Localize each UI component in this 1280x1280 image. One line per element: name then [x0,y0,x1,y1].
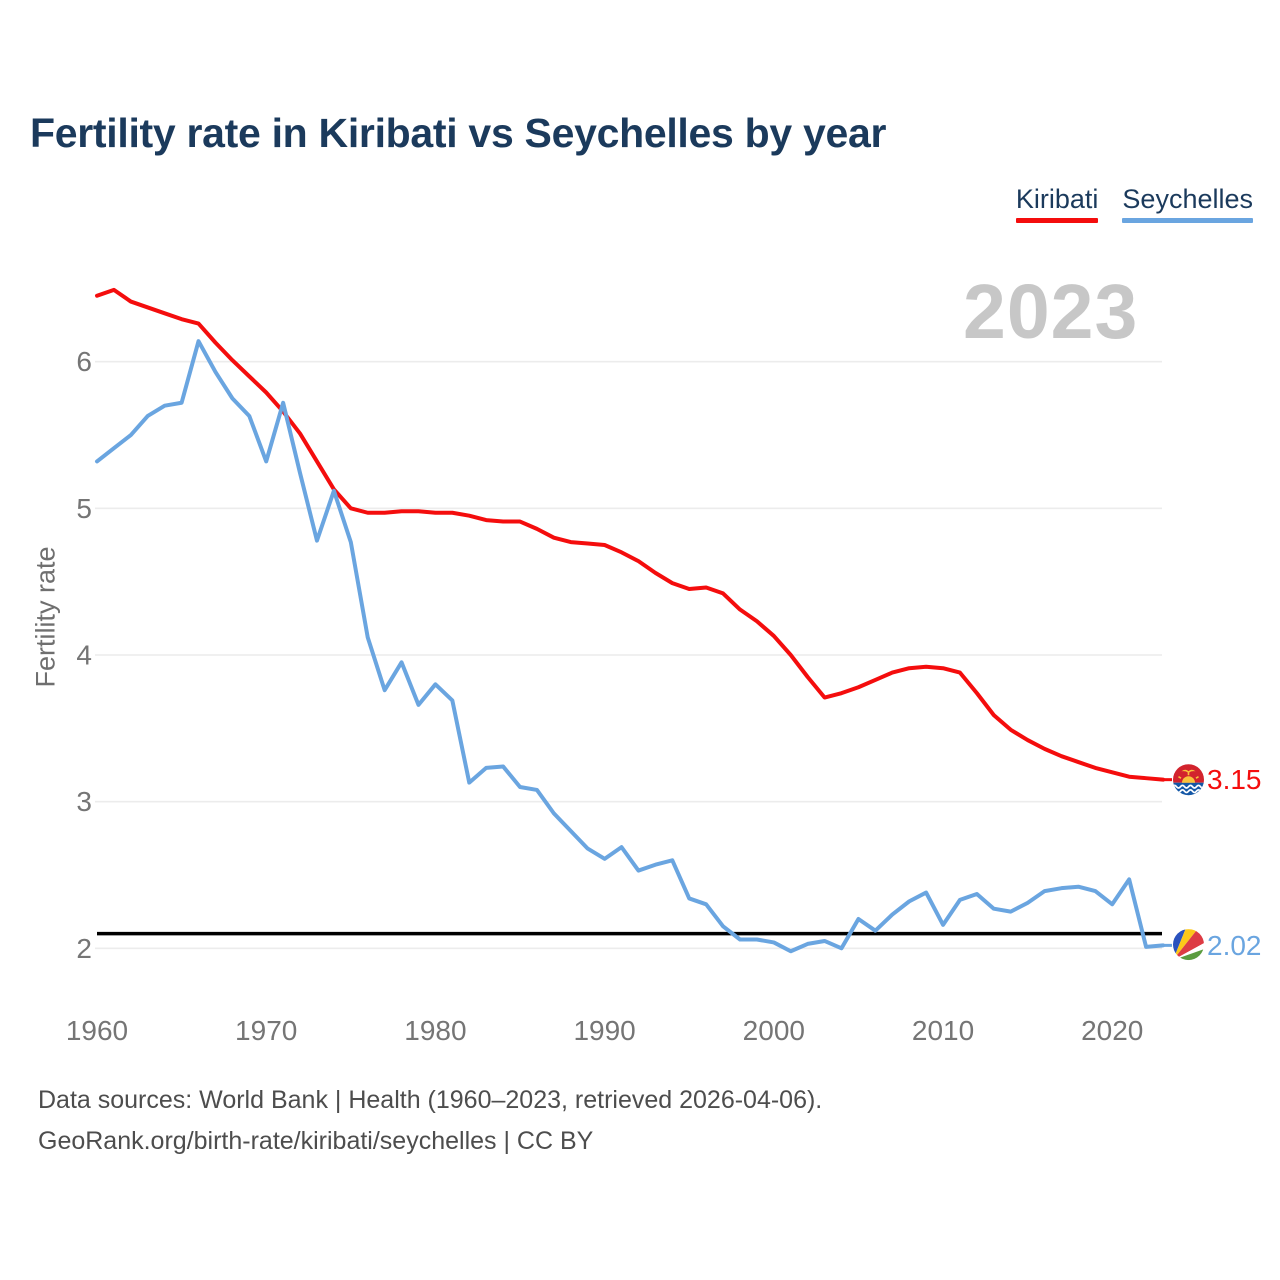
y-tick-label: 3 [76,786,92,817]
legend-underline-kiribati [1015,218,1099,223]
legend-item-seychelles[interactable]: Seychelles [1122,184,1253,223]
chart-plot: 2 3 4 5 6 1960 1970 1980 1990 2000 2010 2020 [66,287,1172,1046]
y-tick-label: 6 [76,346,92,377]
y-tick-label: 4 [76,640,92,671]
x-tick-label: 1970 [235,1015,297,1046]
kiribati-flag-icon [1173,764,1204,796]
seychelles-line [95,339,1165,954]
legend-label-seychelles: Seychelles [1122,184,1253,214]
year-watermark: 2023 [963,269,1139,355]
kiribati-end-value: 3.15 [1207,764,1262,795]
x-tick-label: 1990 [573,1015,635,1046]
x-tick-label: 1960 [66,1015,128,1046]
seychelles-end-value: 2.02 [1207,930,1262,961]
legend-label-kiribati: Kiribati [1015,184,1099,214]
footer: Data sources: World Bank | Health (1960–… [38,1086,822,1168]
x-tick-label: 1980 [404,1015,466,1046]
page-title: Fertility rate in Kiribati vs Seychelles… [30,110,887,156]
y-tick-label: 2 [76,933,92,964]
footer-sources-line: Data sources: World Bank | Health (1960–… [38,1086,823,1114]
legend-item-kiribati[interactable]: Kiribati [1015,184,1099,223]
x-tick-label: 2020 [1081,1015,1143,1046]
y-tick-label: 5 [76,493,92,524]
legend-underline-seychelles [1122,218,1253,223]
legend: Kiribati Seychelles [1015,184,1253,223]
footer-attribution-line: GeoRank.org/birth-rate/kiribati/seychell… [38,1127,594,1155]
kiribati-line [95,287,1165,782]
seychelles-flag-icon [1173,929,1204,961]
x-tick-label: 2000 [743,1015,805,1046]
x-tick-label: 2010 [912,1015,974,1046]
